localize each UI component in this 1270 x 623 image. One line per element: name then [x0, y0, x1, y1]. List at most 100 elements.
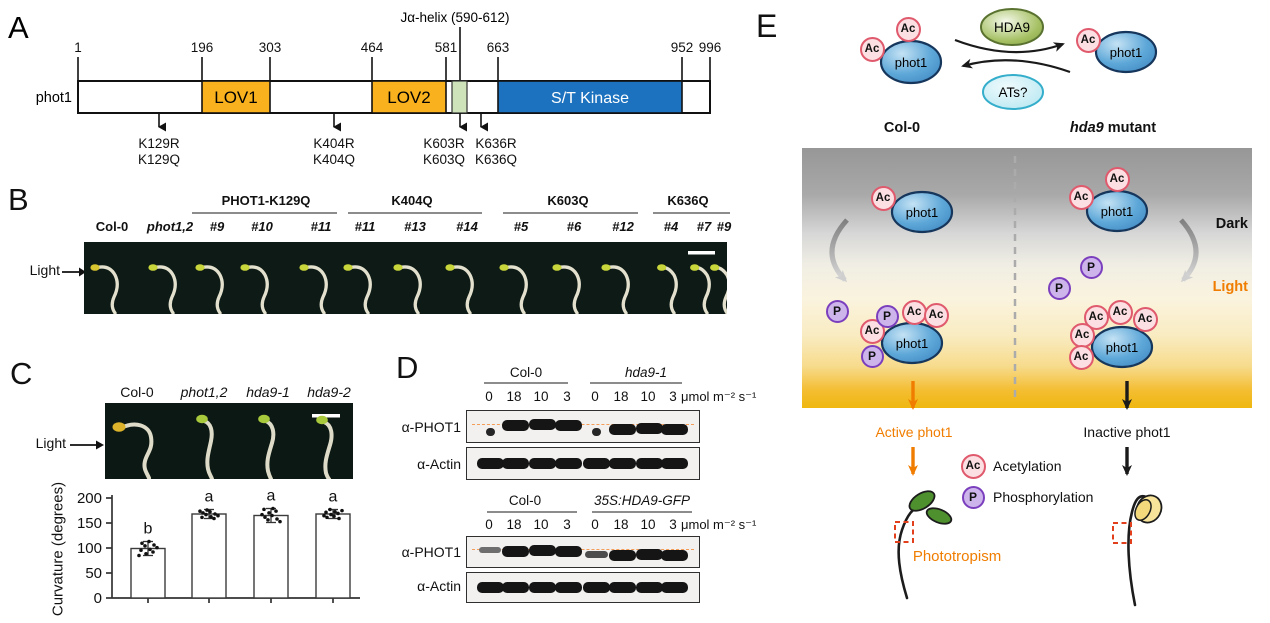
svg-text:a: a [329, 489, 338, 506]
protein-band [501, 582, 529, 593]
dark-to-light-arrow-left [829, 218, 849, 283]
fluence-value: 18 [613, 389, 629, 404]
group-header-k603q: K603Q [547, 193, 589, 208]
scale-bar [312, 414, 340, 418]
panel-c-seedling-photo [105, 403, 353, 479]
panel-a-label: A [8, 10, 29, 45]
genotype-col0: Col-0 [883, 120, 921, 136]
seedling-hda9-1 [258, 414, 276, 479]
seedling [555, 265, 581, 314]
light-label-c: Light [35, 435, 66, 451]
legend-phospho-badge: P [961, 485, 985, 509]
antibody-label: α-Actin [417, 456, 461, 472]
lane-label: #6 [566, 219, 582, 234]
protein-band [660, 582, 688, 593]
light-label-b: Light [29, 262, 60, 278]
legend-acetyl-badge: Ac [960, 453, 986, 479]
seedling [302, 265, 328, 314]
equilibrium-arrows [954, 38, 1071, 74]
phospho-badge: P [860, 344, 884, 368]
kinase-label: S/T Kinase [551, 90, 629, 107]
phot1-text: phot1 [895, 55, 928, 70]
fluence-value: 18 [506, 517, 522, 532]
seedling-phot12 [196, 414, 214, 479]
protein-band [476, 582, 504, 593]
svg-text:K129R: K129R [138, 136, 180, 151]
cotyledon-tip [299, 264, 309, 271]
hda9-text: HDA9 [994, 20, 1030, 35]
acetyl-badge: Ac [1069, 322, 1095, 348]
lane-label: phot1,2 [146, 219, 194, 234]
lane-label: #11 [354, 219, 376, 234]
ac-text: Ac [928, 309, 944, 321]
protein-band [608, 458, 636, 469]
protein-band [554, 420, 582, 431]
p-text: P [832, 304, 841, 318]
ac-text: Ac [875, 192, 891, 204]
acetyl-badge: Ac [895, 16, 921, 42]
acetyl-badge: Ac [1107, 299, 1133, 325]
ac-text: Ac [1112, 306, 1128, 318]
kinase-domain-box [497, 80, 683, 114]
panel-a-domain-diagram: A Jα-helix (590-612) 1 196 303 464 581 6… [8, 10, 721, 167]
cotyledon-tip [195, 264, 205, 271]
svg-text:K636R: K636R [475, 136, 517, 151]
hda9-gene: hda9 [1069, 120, 1104, 136]
seedling [396, 265, 422, 314]
scale-bar [688, 251, 715, 255]
acetyl-badge: Ac [1104, 166, 1130, 192]
group-underline [503, 212, 638, 214]
seedling [93, 265, 119, 314]
blot-genotype: Col-0 [508, 493, 542, 508]
ac-text: Ac [1137, 313, 1153, 325]
ac-text: Ac [1073, 191, 1089, 203]
svg-text:196: 196 [191, 40, 214, 55]
cotyledon-tip [710, 264, 720, 271]
residue-tick-numbers: 1 196 303 464 581 663 952 996 [74, 40, 721, 55]
group-underline [653, 212, 730, 214]
panel-e-label: E [756, 8, 778, 44]
seedling [448, 265, 474, 314]
acetyl-badge: Ac [901, 299, 927, 325]
seedling-col0 [112, 422, 154, 479]
protein-band [528, 544, 556, 556]
p-text: P [968, 490, 977, 504]
group-header-k404q: K404Q [391, 193, 433, 208]
group-underline [348, 212, 482, 214]
protein-band [476, 458, 504, 469]
genotype-underline [592, 511, 692, 513]
genotype-label: phot1,2 [180, 384, 228, 400]
protein-band [660, 424, 688, 435]
cotyledon-tip [657, 264, 667, 271]
active-phot1-label: Active phot1 [875, 424, 953, 440]
fluence-unit: μmol m⁻² s⁻¹ [681, 389, 757, 404]
cotyledon-tip [552, 264, 562, 271]
ats-text: ATs? [998, 85, 1027, 100]
fluence-value: 10 [640, 517, 656, 532]
blot-genotype: 35S:HDA9-GFP [593, 493, 691, 508]
svg-text:581: 581 [435, 40, 458, 55]
svg-text:50: 50 [85, 565, 102, 582]
panel-c-label: C [10, 356, 33, 391]
seedling [198, 265, 224, 314]
group-header-k636q: K636Q [667, 193, 709, 208]
acetyl-badge: Ac [1132, 306, 1158, 332]
svg-text:996: 996 [699, 40, 722, 55]
cotyledon-tip [499, 264, 509, 271]
genotype-label: Col-0 [120, 384, 154, 400]
protein-band [582, 582, 610, 593]
phototropism-label: Phototropism [912, 548, 1002, 565]
fluence-value: 3 [563, 517, 571, 532]
legend-acetylation-label: Acetylation [993, 458, 1062, 474]
phospho-badge: P [825, 299, 849, 323]
hda9-ellipse [980, 8, 1044, 46]
non-phototropic-seedling-sketch [1112, 494, 1163, 607]
svg-text:150: 150 [77, 515, 102, 532]
svg-text:303: 303 [259, 40, 282, 55]
fluence-value: 3 [669, 389, 677, 404]
protein-band [582, 458, 610, 469]
seedling [502, 265, 528, 314]
svg-text:200: 200 [77, 490, 102, 507]
blot-actin-set1 [466, 447, 700, 480]
ac-text: Ac [1073, 351, 1089, 363]
